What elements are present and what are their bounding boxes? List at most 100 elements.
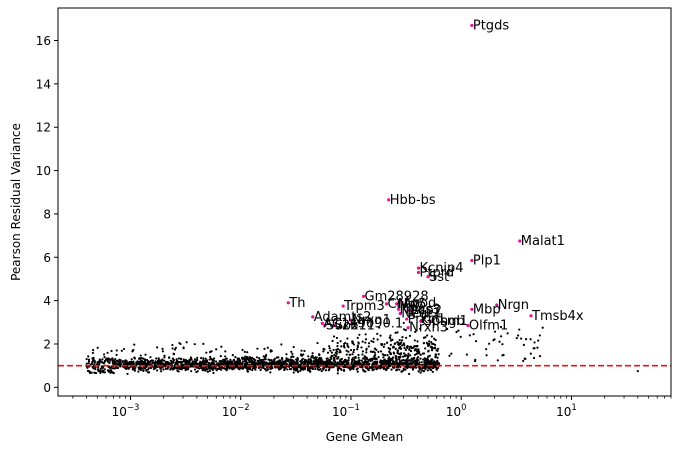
gene-point xyxy=(140,362,144,365)
gene-point xyxy=(522,359,525,363)
gene-point xyxy=(256,347,259,350)
gene-point xyxy=(176,362,179,366)
gene-point xyxy=(394,355,398,358)
gene-point xyxy=(336,341,339,345)
gene-point xyxy=(419,371,422,374)
gene-point xyxy=(354,360,357,363)
gene-point xyxy=(326,360,329,363)
gene-point xyxy=(169,368,172,371)
gene-point xyxy=(338,325,342,329)
gene-point xyxy=(97,366,100,369)
gene-point xyxy=(330,351,333,354)
gene-point xyxy=(198,362,201,365)
gene-point xyxy=(164,364,167,367)
gene-point xyxy=(500,335,503,338)
gene-point xyxy=(285,362,288,366)
gene-point xyxy=(212,359,215,362)
gene-point xyxy=(326,351,330,354)
gene-point xyxy=(374,357,377,360)
gene-point xyxy=(400,359,403,362)
gene-point xyxy=(380,361,383,364)
gene-point xyxy=(244,360,247,363)
gene-point xyxy=(140,357,144,360)
gene-point xyxy=(364,358,367,362)
gene-point xyxy=(196,366,200,369)
x-axis-label: Gene GMean xyxy=(326,430,403,444)
gene-label: Olfm1 xyxy=(469,319,508,334)
gene-point xyxy=(257,361,261,364)
gene-point xyxy=(395,369,398,372)
gene-point xyxy=(455,330,458,334)
gene-point xyxy=(318,361,321,364)
gene-point xyxy=(308,367,311,370)
gene-point xyxy=(421,352,424,355)
gene-point xyxy=(310,356,313,359)
highlighted-gene-point xyxy=(470,307,474,311)
gene-point xyxy=(388,336,391,339)
gene-point xyxy=(250,357,253,360)
gene-point xyxy=(214,366,217,370)
gene-point xyxy=(98,358,101,361)
gene-point xyxy=(401,336,404,339)
gene-point xyxy=(116,359,119,362)
gene-point xyxy=(422,342,425,345)
gene-point xyxy=(285,353,288,356)
gene-point xyxy=(258,357,261,360)
highlighted-points xyxy=(286,23,533,330)
gene-point xyxy=(127,363,131,366)
gene-point xyxy=(204,369,207,372)
gene-point xyxy=(131,368,134,371)
gene-point xyxy=(538,334,541,337)
highlighted-gene-point xyxy=(470,258,474,263)
gene-point xyxy=(93,359,96,362)
gene-point xyxy=(397,355,400,359)
gene-point xyxy=(373,362,376,366)
gene-point xyxy=(314,356,317,359)
gene-point xyxy=(171,347,174,350)
gene-point xyxy=(172,352,175,355)
gene-point xyxy=(413,356,416,360)
gene-point xyxy=(214,360,218,363)
gene-point xyxy=(206,370,210,373)
gene-labels: Ptgds Hbb-bs Malat1 Plp1 Kcnip4PtprdSstGm289… xyxy=(288,18,584,335)
gene-point xyxy=(394,331,397,334)
gene-point xyxy=(89,371,92,374)
gene-point xyxy=(272,358,275,362)
gene-point xyxy=(433,360,436,363)
gene-point xyxy=(431,346,434,350)
gene-point xyxy=(277,360,280,363)
gene-point xyxy=(322,368,325,371)
highlighted-gene-point xyxy=(384,302,389,306)
gene-point xyxy=(378,326,381,329)
gene-point xyxy=(357,363,360,366)
gene-point xyxy=(193,360,197,363)
gene-point xyxy=(417,370,420,373)
gene-point xyxy=(292,371,295,374)
gene-point xyxy=(387,366,390,370)
gene-point xyxy=(402,355,405,358)
gene-point xyxy=(229,366,232,369)
gene-point xyxy=(211,367,215,370)
gene-point xyxy=(413,349,416,352)
gene-point xyxy=(537,339,540,342)
gene-label: Pcp2 xyxy=(411,303,443,318)
gene-point xyxy=(269,371,272,374)
gene-point xyxy=(331,339,334,343)
gene-point xyxy=(313,362,317,366)
gene-point xyxy=(459,335,462,338)
gene-point xyxy=(485,348,488,351)
gene-point xyxy=(370,340,373,343)
gene-point xyxy=(419,353,422,356)
gene-point xyxy=(248,368,252,371)
gene-point xyxy=(238,361,241,364)
gene-point xyxy=(338,351,341,354)
highlighted-gene-point xyxy=(341,304,345,308)
gene-point xyxy=(108,357,111,360)
gene-point xyxy=(524,338,528,341)
x-tick-label: 100 xyxy=(446,403,467,419)
gene-point xyxy=(362,363,365,366)
gene-point xyxy=(424,361,427,364)
gene-point xyxy=(294,367,297,370)
gene-point xyxy=(143,358,146,362)
gene-point xyxy=(518,328,521,331)
